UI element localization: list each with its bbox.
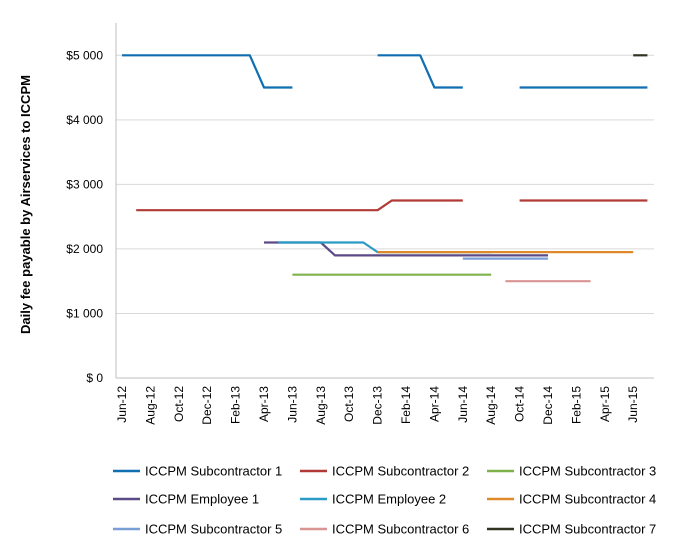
series-line — [278, 241, 492, 254]
legend-label: ICCPM Subcontractor 4 — [519, 492, 656, 507]
legend-label: ICCPM Subcontractor 2 — [332, 464, 469, 479]
y-tick-label: $5 000 — [66, 48, 103, 62]
legend-label: ICCPM Employee 1 — [145, 492, 259, 507]
legend-label: ICCPM Subcontractor 5 — [145, 522, 282, 537]
x-tick-label: Jun-13 — [285, 386, 299, 423]
x-tick-label: Dec-13 — [371, 386, 385, 425]
legend-label: ICCPM Subcontractor 7 — [519, 522, 656, 537]
x-tick-label: Apr-15 — [598, 386, 612, 422]
x-tick-label: Aug-13 — [314, 386, 328, 425]
x-tick-label: Aug-14 — [484, 386, 498, 425]
x-tick-label: Feb-15 — [569, 386, 583, 424]
series-line — [136, 199, 463, 212]
x-tick-label: Oct-13 — [342, 386, 356, 422]
y-tick-label: $3 000 — [66, 177, 103, 191]
x-tick-label: Apr-13 — [257, 386, 271, 422]
x-tick-label: Dec-12 — [200, 386, 214, 425]
x-tick-label: Jun-15 — [626, 386, 640, 423]
x-tick-label: Oct-14 — [513, 386, 527, 422]
x-tick-label: Oct-12 — [172, 386, 186, 422]
y-axis-title: Daily fee payable by Airservices to ICCP… — [18, 75, 33, 334]
y-tick-label: $1 000 — [66, 306, 103, 320]
legend-label: ICCPM Subcontractor 3 — [519, 464, 656, 479]
series-line — [377, 54, 463, 89]
y-tick-label: $4 000 — [66, 113, 103, 127]
legend-label: ICCPM Subcontractor 1 — [145, 464, 282, 479]
y-tick-label: $2 000 — [66, 242, 103, 256]
x-tick-label: Apr-14 — [427, 386, 441, 422]
series-line — [122, 54, 293, 89]
x-tick-label: Jun-14 — [456, 386, 470, 423]
x-tick-label: Jun-12 — [115, 386, 129, 423]
x-tick-label: Feb-13 — [229, 386, 243, 424]
y-tick-label: $ 0 — [86, 371, 103, 385]
legend-label: ICCPM Employee 2 — [332, 492, 446, 507]
x-tick-label: Dec-14 — [541, 386, 555, 425]
x-tick-label: Aug-12 — [143, 386, 157, 425]
legend-label: ICCPM Subcontractor 6 — [332, 522, 469, 537]
x-tick-label: Feb-14 — [399, 386, 413, 424]
